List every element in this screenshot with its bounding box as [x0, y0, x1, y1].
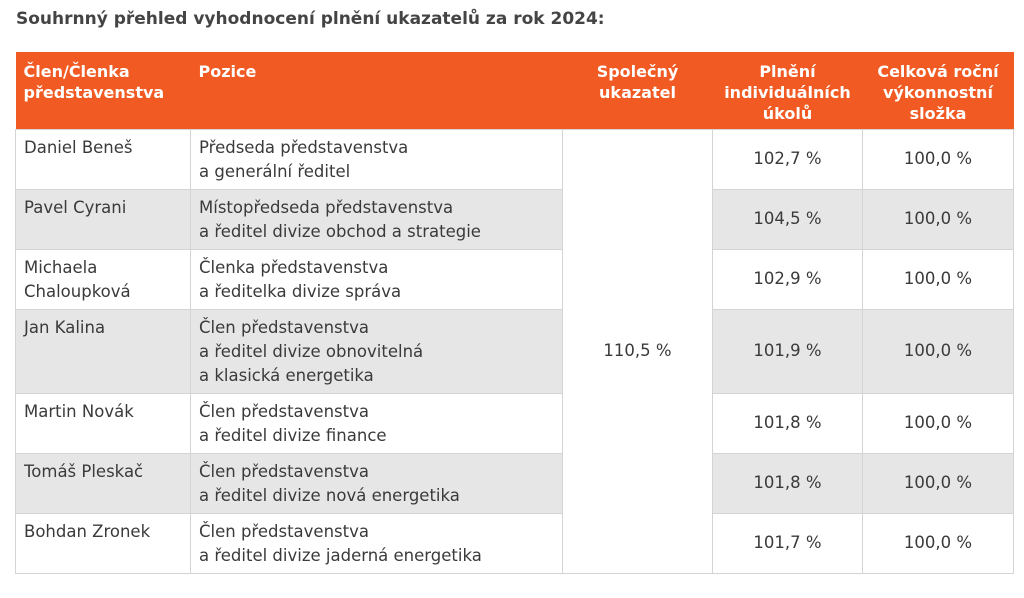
position-line: a generální ředitel: [199, 161, 351, 181]
header-member: Člen/Členka představenstva: [15, 52, 191, 129]
member-position: Člen představenstva a ředitel divize nov…: [190, 452, 563, 514]
position-line: Člen představenstva: [199, 317, 369, 337]
member-name-line: Michaela: [24, 257, 98, 277]
member-name: Jan Kalina: [15, 308, 191, 394]
header-total-line-2: výkonnostní: [883, 83, 993, 102]
position-line: a ředitel divize finance: [199, 425, 387, 445]
member-name-line: Daniel Beneš: [24, 137, 133, 157]
total-value: 100,0 %: [862, 452, 1014, 514]
position-line: a ředitelka divize správa: [199, 281, 402, 301]
member-name: Tomáš Pleskač: [15, 452, 191, 514]
member-name: Pavel Cyrani: [15, 188, 191, 250]
individual-value: 102,9 %: [712, 248, 863, 310]
position-line: a ředitel divize jaderná energetika: [199, 545, 482, 565]
position-line: a klasická energetika: [199, 365, 374, 385]
header-member-line-1: Člen/Členka: [23, 62, 130, 81]
individual-value: 101,9 %: [712, 308, 863, 394]
member-name-line: Martin Novák: [24, 401, 134, 421]
table-row: Michaela Chaloupková Členka představenst…: [15, 248, 1014, 310]
member-position: Předseda představenstva a generální ředi…: [190, 128, 563, 190]
position-line: Člen představenstva: [199, 401, 369, 421]
header-row: Člen/Členka představenstva Pozice Společ…: [15, 52, 1014, 129]
header-individual-line-3: úkolů: [762, 104, 813, 123]
table-row: Tomáš Pleskač Člen představenstva a ředi…: [15, 452, 1014, 514]
total-value: 100,0 %: [862, 188, 1014, 250]
member-name: Michaela Chaloupková: [15, 248, 191, 310]
total-value: 100,0 %: [862, 248, 1014, 310]
header-shared: Společný ukazatel: [562, 52, 713, 129]
individual-value: 101,7 %: [712, 512, 863, 574]
total-value: 100,0 %: [862, 308, 1014, 394]
header-total: Celková roční výkonnostní složka: [862, 52, 1014, 129]
position-line: a ředitel divize obnovitelná: [199, 341, 424, 361]
member-name-line: Jan Kalina: [24, 317, 106, 337]
table-row: Pavel Cyrani Místopředseda představenstv…: [15, 188, 1014, 250]
table-body: Daniel Beneš Předseda představenstva a g…: [15, 128, 1014, 574]
table-row: Bohdan Zronek Člen představenstva a ředi…: [15, 512, 1014, 574]
member-position: Člen představenstva a ředitel divize fin…: [190, 392, 563, 454]
total-value: 100,0 %: [862, 512, 1014, 574]
table-row: Daniel Beneš Předseda představenstva a g…: [15, 128, 1014, 574]
member-position: Člen představenstva a ředitel divize obn…: [190, 308, 563, 394]
member-name-line: Chaloupková: [24, 281, 131, 301]
header-individual-line-1: Plnění: [759, 62, 816, 81]
member-name-line: Bohdan Zronek: [24, 521, 151, 541]
individual-value: 102,7 %: [712, 128, 863, 190]
header-total-line-3: složka: [909, 104, 967, 123]
position-line: Místopředseda představenstva: [199, 197, 454, 217]
shared-indicator-value: 110,5 %: [562, 128, 713, 574]
header-individual: Plnění individuálních úkolů: [712, 52, 863, 129]
header-position-line-1: Pozice: [198, 62, 257, 81]
table-header: Člen/Členka představenstva Pozice Společ…: [15, 52, 1014, 129]
table-row: Jan Kalina Člen představenstva a ředitel…: [15, 308, 1014, 394]
header-position: Pozice: [190, 52, 563, 129]
header-shared-line-1: Společný: [596, 62, 679, 81]
total-value: 100,0 %: [862, 392, 1014, 454]
header-total-line-1: Celková roční: [877, 62, 999, 81]
table-row: Martin Novák Člen představenstva a ředit…: [15, 392, 1014, 454]
member-name: Daniel Beneš: [15, 128, 191, 190]
member-name-line: Pavel Cyrani: [24, 197, 127, 217]
member-name-line: Tomáš Pleskač: [24, 461, 144, 481]
position-line: Členka představenstva: [199, 257, 389, 277]
header-individual-line-2: individuálních: [724, 83, 851, 102]
individual-value: 101,8 %: [712, 392, 863, 454]
individual-value: 101,8 %: [712, 452, 863, 514]
member-position: Členka představenstva a ředitelka divize…: [190, 248, 563, 310]
member-position: Místopředseda představenstva a ředitel d…: [190, 188, 563, 250]
position-line: a ředitel divize obchod a strategie: [199, 221, 481, 241]
position-line: Člen představenstva: [199, 461, 369, 481]
member-name: Martin Novák: [15, 392, 191, 454]
position-line: a ředitel divize nová energetika: [199, 485, 460, 505]
header-shared-line-2: ukazatel: [599, 83, 676, 102]
header-member-line-2: představenstva: [23, 83, 165, 102]
position-line: Předseda představenstva: [199, 137, 409, 157]
member-position: Člen představenstva a ředitel divize jad…: [190, 512, 563, 574]
individual-value: 104,5 %: [712, 188, 863, 250]
evaluation-table: Člen/Členka představenstva Pozice Společ…: [15, 52, 1014, 574]
member-name: Bohdan Zronek: [15, 512, 191, 574]
position-line: Člen představenstva: [199, 521, 369, 541]
page-title: Souhrnný přehled vyhodnocení plnění ukaz…: [16, 9, 605, 29]
total-value: 100,0 %: [862, 128, 1014, 190]
